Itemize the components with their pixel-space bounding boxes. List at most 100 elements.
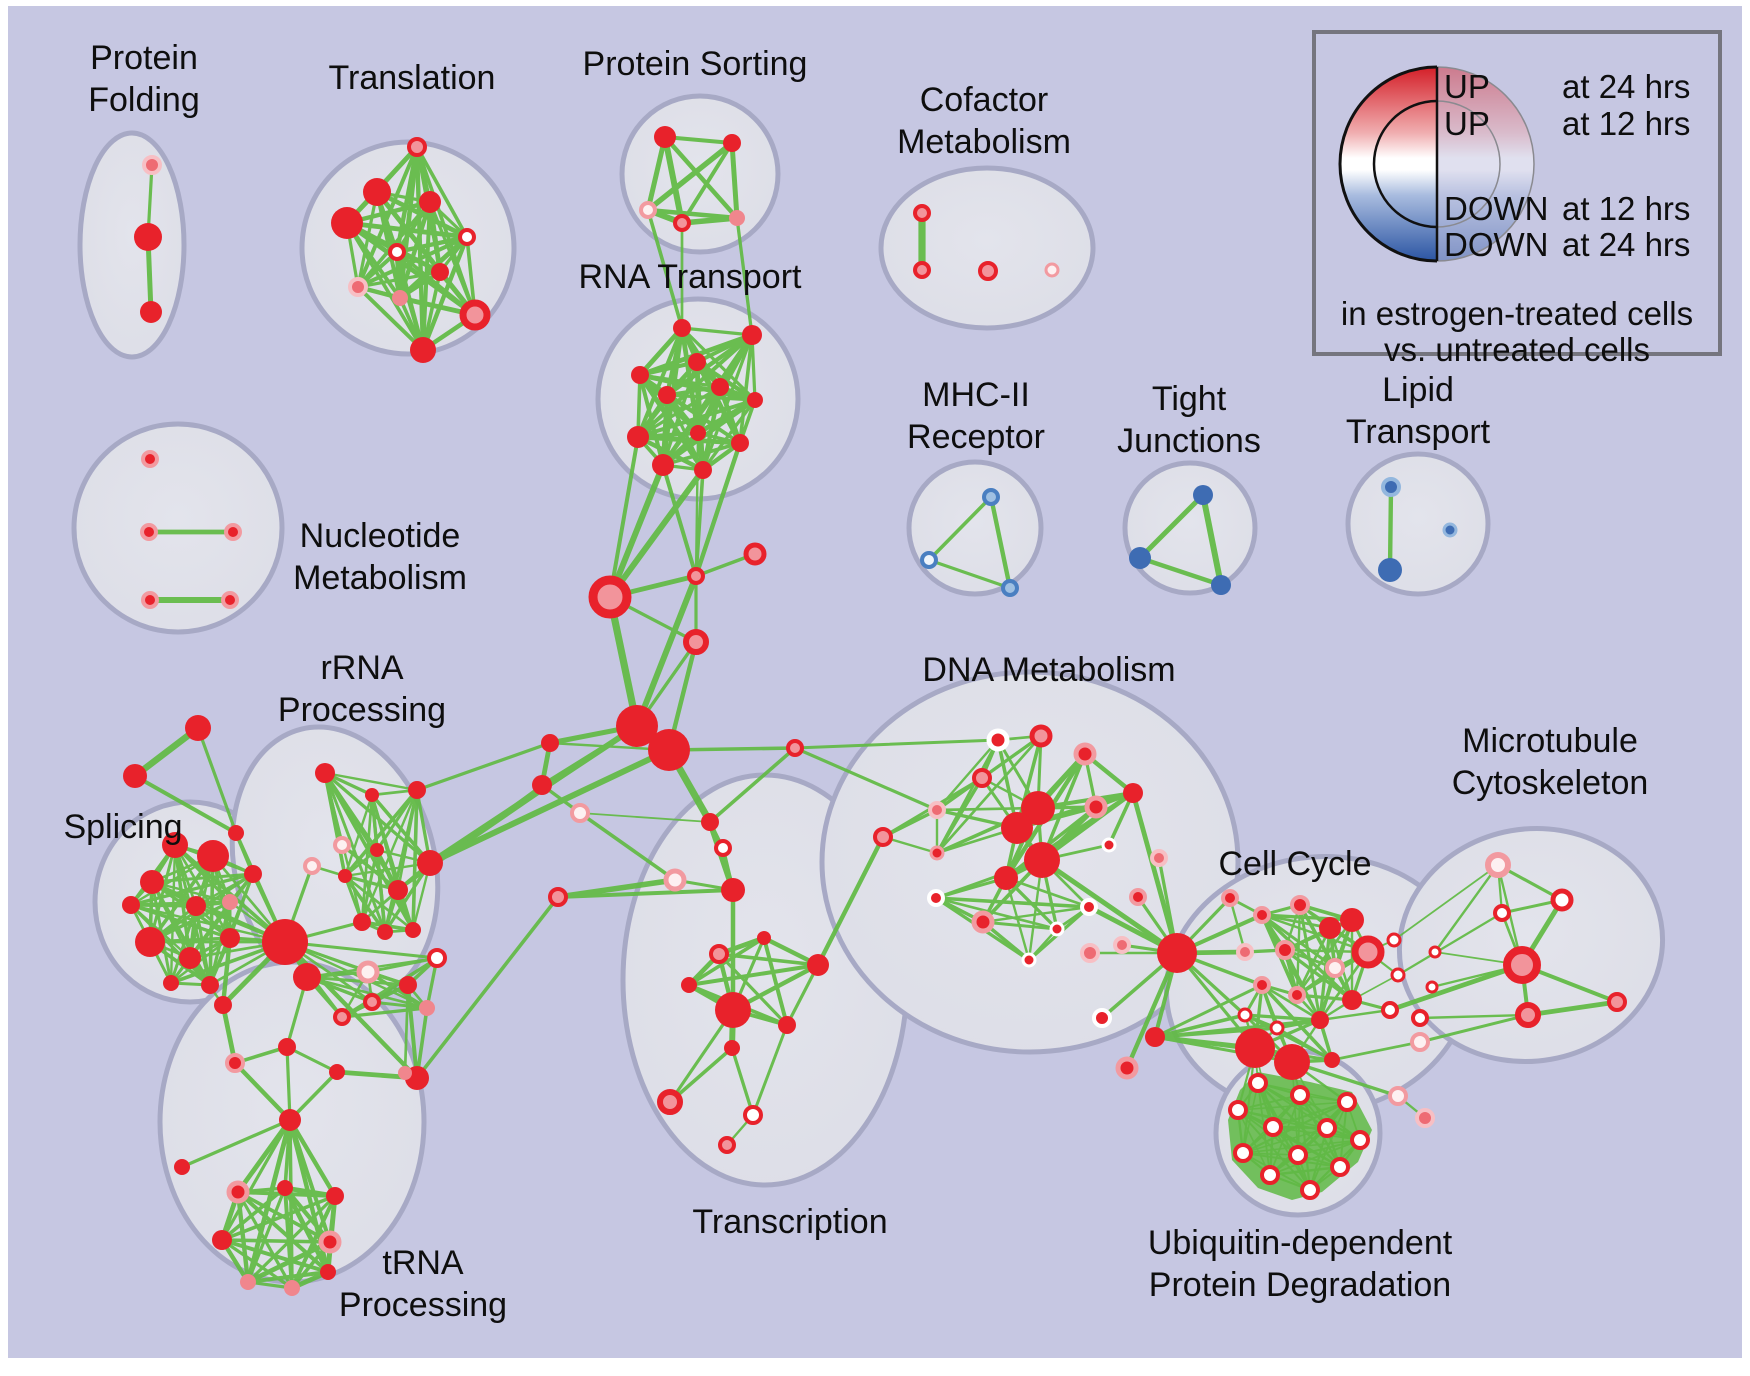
gene-node-q22 [398,1066,412,1080]
gene-node-d3 [1073,742,1097,766]
gene-node-k23 [1410,1032,1430,1052]
gene-node-q4 [333,836,351,854]
gene-node-s3 [140,870,164,894]
gene-node-p1 [654,126,676,148]
gene-node-c3 [978,261,998,281]
gene-node-h9 [570,803,590,823]
gene-node-pf3 [140,301,162,323]
gene-node-v6 [757,931,771,945]
gene-node-l1 [1381,477,1401,497]
cluster-ellipse-protein-folding [77,130,187,360]
gene-node-k2 [1253,906,1271,924]
gene-node-s8 [179,947,201,969]
gene-node-q19 [333,1008,351,1026]
gene-node-x3 [228,825,244,841]
gene-node-q6 [370,843,384,857]
legend-note-line2: vs. untreated cells [1384,331,1650,368]
gene-node-k20 [1386,932,1402,948]
gene-node-s9 [220,928,240,948]
gene-node-d12 [929,845,945,861]
gene-node-y7 [277,1180,293,1196]
gene-node-s11 [163,975,179,991]
cluster-ellipse-lipid-transport [1345,451,1491,597]
gene-node-G [262,919,308,965]
gene-node-s12 [201,976,219,994]
gene-node-d22 [1021,952,1037,968]
gene-node-n4 [141,591,159,609]
gene-node-v9 [807,954,829,976]
gene-node-u11 [1260,1165,1280,1185]
gene-node-u9 [1288,1145,1308,1165]
gene-node-x1 [185,715,211,741]
gene-node-d21 [1113,936,1131,954]
gene-node-h1 [588,575,632,619]
gene-node-s6 [244,865,262,883]
gene-node-k22 [1381,1001,1399,1019]
gene-node-q5 [303,857,321,875]
gene-node-s4 [186,896,206,916]
gene-node-u1 [1248,1073,1268,1093]
gene-node-r10 [731,434,749,452]
gene-node-k15 [1342,990,1362,1010]
gene-node-y10 [318,1230,342,1254]
gene-node-n2 [140,523,158,541]
gene-node-t9 [392,290,408,306]
gene-node-d27 [1080,943,1100,963]
gene-node-d25 [1092,1008,1112,1028]
gene-node-t10 [459,299,491,331]
gene-node-n1 [141,450,159,468]
gene-node-u12 [1300,1180,1320,1200]
legend-timepoint-2: at 12 hrs [1562,190,1691,227]
cluster-ellipse-tight-junctions [1122,460,1258,596]
gene-node-z1 [1485,852,1511,878]
gene-node-z3 [1493,904,1511,922]
gene-node-y0 [214,996,232,1014]
gene-node-q10 [353,913,371,931]
gene-node-q7 [338,869,352,883]
gene-node-q8 [388,880,408,900]
gene-node-k12 [1237,1007,1253,1023]
legend-timepoint-0: at 24 hrs [1562,68,1691,105]
gene-node-k25 [1415,1108,1435,1128]
gene-node-s10 [122,896,140,914]
gene-node-s5 [222,894,238,910]
gene-node-t11 [410,337,436,363]
gene-node-d13 [1101,837,1117,853]
gene-node-m2 [920,551,938,569]
cluster-ellipse-mhc-ii-receptor [906,459,1044,597]
gene-node-y2 [278,1038,296,1056]
gene-node-h3 [743,542,767,566]
gene-node-q11 [377,924,393,940]
gene-node-u7 [1350,1130,1370,1150]
gene-node-u5 [1263,1117,1283,1137]
gene-node-q18 [419,1000,435,1016]
gene-node-m1 [982,488,1000,506]
gene-node-u10 [1330,1157,1350,1177]
gene-node-q14 [356,960,380,984]
gene-node-k21 [1390,967,1406,983]
gene-node-y5 [174,1159,190,1175]
gene-node-d15 [994,866,1018,890]
gene-node-d8 [1021,791,1055,825]
gene-node-d20 [1049,921,1065,937]
gene-node-r1 [673,319,691,337]
gene-node-v1 [701,813,719,831]
gene-node-v4 [721,878,745,902]
gene-node-j1 [1193,485,1213,505]
gene-node-r11 [652,454,674,476]
gene-node-c4 [1044,262,1060,278]
gene-node-s7 [135,927,165,957]
gene-node-r7 [747,392,763,408]
gene-node-p4 [673,214,691,232]
legend-timepoint-1: at 12 hrs [1562,105,1691,142]
gene-node-t4 [331,207,363,239]
gene-node-h7 [541,734,559,752]
gene-node-r6 [658,386,676,404]
gene-node-t5 [458,228,476,246]
gene-node-v7 [709,944,729,964]
gene-node-q16 [399,976,417,994]
gene-node-d9 [1001,812,1033,844]
gene-node-y11 [240,1274,256,1290]
gene-node-s1 [162,832,188,858]
gene-node-v11 [778,1016,796,1034]
